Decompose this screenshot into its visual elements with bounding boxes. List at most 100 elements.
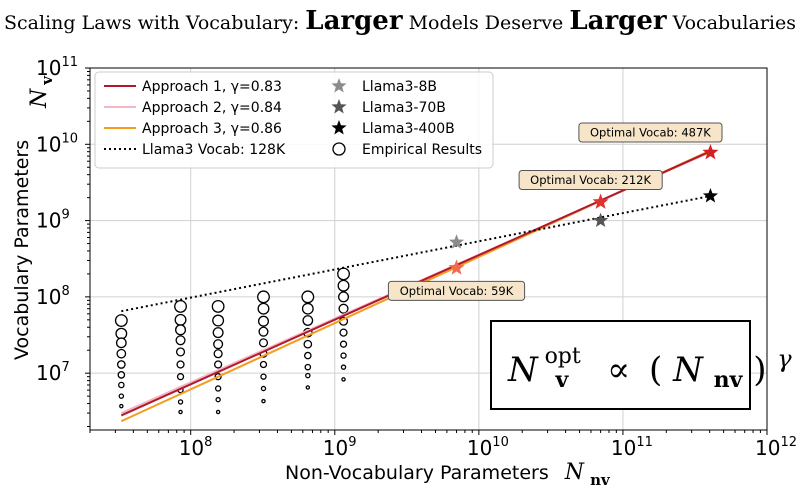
y-tick-exponent: 7	[61, 360, 69, 375]
empirical-result-point	[303, 339, 313, 349]
title-emphasis-2: Larger	[569, 6, 667, 36]
empirical-result-point	[114, 314, 128, 327]
empirical-result-point	[261, 398, 266, 404]
llama3-star-icon	[448, 234, 465, 249]
x-axis-subscript: nv	[590, 471, 611, 489]
y-tick-exponent: 11	[61, 55, 78, 70]
optimal-vocab-annotation-label: Optimal Vocab: 212K	[530, 173, 651, 187]
empirical-result-point	[341, 377, 346, 382]
empirical-result-point	[116, 348, 127, 359]
empirical-result-point	[339, 328, 348, 337]
empirical-result-point	[305, 385, 311, 390]
empirical-result-point	[257, 302, 270, 315]
optimal-vocab-annotation-label: Optimal Vocab: 59K	[400, 284, 514, 298]
x-tick-label: 108	[179, 435, 213, 460]
series-line-4	[121, 195, 711, 313]
empirical-result-point	[118, 381, 125, 389]
empirical-result-point	[212, 314, 225, 327]
y-tick-label: 1011	[36, 55, 78, 80]
y-axis-symbol-label: N v	[27, 75, 56, 109]
y-axis-subscript: v	[38, 75, 56, 86]
x-tick-label: 1010	[467, 435, 509, 460]
legend-star-llama3-400b-icon	[331, 120, 347, 135]
empirical-result-point	[340, 364, 347, 370]
empirical-result-point	[305, 372, 311, 379]
empirical-result-point	[176, 373, 185, 381]
y-tick-exponent: 9	[61, 208, 69, 223]
empirical-result-point	[304, 351, 312, 360]
empirical-result-point	[337, 267, 350, 281]
empirical-result-point	[213, 339, 224, 350]
empirical-result-point	[259, 360, 268, 369]
formula-proportional-sign: ∝	[607, 350, 630, 390]
empirical-result-point	[119, 403, 124, 409]
y-tick-label: 1010	[36, 131, 78, 156]
llama3-star-icon	[593, 212, 609, 228]
y-tick-base: 10	[36, 361, 61, 385]
formula-open-paren: (	[649, 350, 662, 390]
y-tick-label: 107	[36, 360, 70, 385]
title-part-1: Scaling Laws with Vocabulary:	[4, 12, 300, 34]
empirical-result-point	[175, 335, 186, 346]
empirical-result-point	[339, 340, 348, 348]
legend-label-approach-1: Approach 1, γ=0.83	[142, 79, 282, 95]
formula-superscript: opt	[545, 344, 581, 369]
empirical-result-point	[178, 409, 183, 415]
optimal-vocab-annotation-box	[387, 280, 526, 301]
y-axis-label: Vocabulary Parameters	[11, 140, 33, 360]
x-axis-symbol: N	[564, 460, 585, 485]
formula-exponent: γ	[777, 345, 792, 373]
empirical-result-point	[117, 371, 126, 379]
y-axis-label-text: Vocabulary Parameters	[11, 140, 33, 360]
legend-label-llama3-400b: Llama3-400B	[362, 121, 455, 137]
legend-empirical-circle-icon	[332, 142, 346, 156]
empirical-result-point	[213, 349, 223, 359]
formula-inner-subscript: nv	[714, 367, 744, 393]
optimal-vocab-annotation-box	[518, 170, 663, 190]
legend-label-llama3-70b: Llama3-70B	[362, 100, 446, 116]
y-tick-label: 109	[36, 208, 70, 233]
title-part-2: Models Deserve	[408, 12, 564, 34]
x-tick-label: 109	[323, 435, 357, 460]
x-tick-exponent: 10	[492, 435, 509, 450]
x-tick-label: 1012	[755, 435, 797, 460]
formula-symbol: N	[507, 350, 539, 390]
legend-star-llama3-70b-icon	[331, 99, 347, 114]
formula-inner-symbol: N	[672, 350, 704, 390]
empirical-result-point	[337, 279, 350, 292]
empirical-result-point	[215, 396, 221, 403]
y-tick-base: 10	[36, 285, 61, 309]
empirical-result-point	[258, 326, 269, 337]
empirical-result-point	[338, 291, 350, 303]
legend-box	[94, 71, 494, 169]
empirical-result-point	[176, 360, 185, 369]
x-axis-label-text: Non-Vocabulary Parameters	[285, 462, 549, 484]
formula-box: N opt v ∝ ( N nv ) γ	[490, 320, 792, 410]
x-tick-base: 10	[611, 436, 636, 460]
empirical-result-point	[174, 299, 187, 313]
y-tick-base: 10	[36, 209, 61, 233]
legend-star-llama3-8b-icon	[331, 78, 347, 93]
legend-star-shape	[331, 120, 347, 135]
formula-frame	[490, 320, 751, 410]
formula-subscript: v	[555, 367, 570, 393]
x-tick-base: 10	[467, 436, 492, 460]
empirical-result-point	[118, 393, 125, 399]
x-tick-exponent: 9	[348, 435, 356, 450]
empirical-result-point	[260, 373, 267, 380]
legend-label-empirical-results: Empirical Results	[362, 142, 482, 158]
empirical-result-point	[211, 299, 225, 313]
y-tick-label: 108	[36, 284, 70, 309]
legend-label-llama3-8b: Llama3-8B	[362, 79, 437, 95]
formula-close-paren: )	[753, 350, 766, 390]
x-tick-label: 1011	[611, 435, 653, 460]
empirical-result-point	[175, 347, 186, 357]
optimal-vocab-star-icon	[592, 193, 609, 209]
empirical-result-point	[212, 327, 224, 339]
x-tick-exponent: 8	[204, 435, 212, 450]
y-tick-base: 10	[36, 56, 61, 80]
empirical-result-point	[304, 363, 312, 371]
empirical-result-point	[177, 399, 184, 405]
title-part-3: Vocabularies	[672, 12, 796, 34]
